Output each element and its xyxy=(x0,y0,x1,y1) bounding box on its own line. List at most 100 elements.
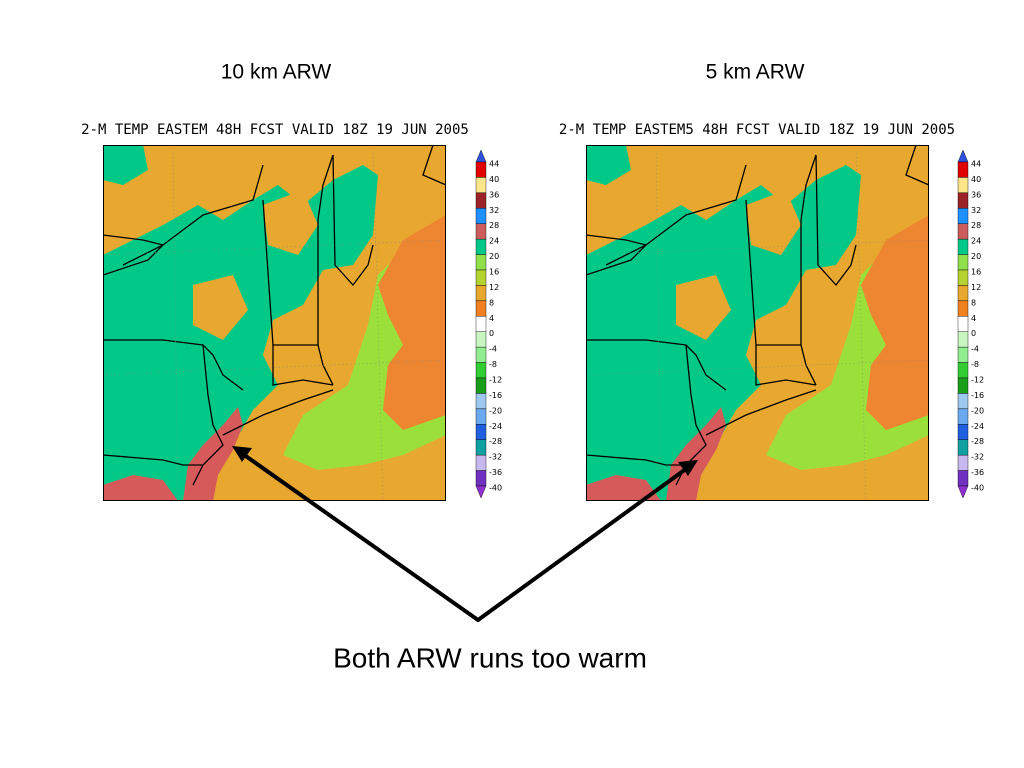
panel-title: 10 km ARW xyxy=(221,61,332,84)
colorbar-label: 20 xyxy=(971,252,981,261)
colorbar-label: -4 xyxy=(971,345,979,354)
colorbar-label: 16 xyxy=(971,268,981,277)
colorbar-box xyxy=(475,454,487,471)
colorbar-box xyxy=(475,208,487,224)
colorbar-label: 36 xyxy=(971,190,981,199)
colorbar-box xyxy=(957,208,969,224)
colorbar-label: 16 xyxy=(489,268,499,277)
map-right xyxy=(586,145,929,501)
colorbar-label: 0 xyxy=(489,329,494,338)
arrow-head xyxy=(232,446,252,462)
colorbar-box xyxy=(475,254,487,271)
colorbar-label: 32 xyxy=(971,206,981,215)
colorbar-label: 12 xyxy=(489,283,499,292)
colorbar-box xyxy=(475,269,487,286)
colorbar-label: 8 xyxy=(489,298,494,307)
colorbar-label: 28 xyxy=(971,221,981,230)
colorbars: 444036322824201612840-4-8-12-16-20-24-28… xyxy=(475,149,984,499)
colorbar-box xyxy=(957,362,969,379)
colorbar-triangle xyxy=(957,149,969,163)
colorbar-box xyxy=(475,316,487,332)
colorbar-label: -8 xyxy=(489,360,497,369)
colorbar-box xyxy=(957,269,969,286)
colorbar-box xyxy=(475,439,487,456)
map-left xyxy=(103,145,446,501)
colorbar-box xyxy=(475,362,487,379)
colorbar-label: -36 xyxy=(971,468,984,477)
colorbar-box xyxy=(957,238,969,255)
colorbar-label: 4 xyxy=(489,314,494,323)
colorbar-label: 4 xyxy=(971,314,976,323)
colorbar-box xyxy=(475,300,487,317)
colorbar-label: -28 xyxy=(971,437,984,446)
colorbar-box xyxy=(957,161,969,178)
colorbar-box xyxy=(475,285,487,302)
colorbar-label: 0 xyxy=(971,329,976,338)
colorbar-label: 28 xyxy=(489,221,499,230)
arrow-head xyxy=(678,460,698,476)
colorbar-label: 32 xyxy=(489,206,499,215)
map-header: 2-M TEMP EASTEM5 48H FCST VALID 18Z 19 J… xyxy=(559,122,955,138)
colorbar-box xyxy=(957,439,969,456)
caption: Both ARW runs too warm xyxy=(333,642,647,673)
colorbar-box xyxy=(957,254,969,271)
colorbar-label: 40 xyxy=(971,175,981,184)
colorbar-label: 24 xyxy=(971,237,981,246)
colorbar-label: -40 xyxy=(971,484,984,493)
colorbar-label: 20 xyxy=(489,252,499,261)
arrows xyxy=(238,450,692,622)
colorbar-triangle xyxy=(957,485,969,499)
colorbar-box xyxy=(475,377,487,394)
colorbar-label: -32 xyxy=(489,453,502,462)
colorbar-label: 8 xyxy=(971,298,976,307)
colorbar-box xyxy=(957,285,969,302)
colorbar-box xyxy=(957,192,969,209)
colorbar-label: -20 xyxy=(971,406,984,415)
colorbar-triangle xyxy=(475,149,487,163)
colorbar-box xyxy=(475,346,487,363)
colorbar-box xyxy=(957,300,969,317)
colorbar-triangle xyxy=(475,485,487,499)
colorbar-box xyxy=(475,408,487,425)
colorbar-box xyxy=(475,177,487,194)
colorbar-label: 40 xyxy=(489,175,499,184)
colorbar-label: -16 xyxy=(489,391,502,400)
colorbar-box xyxy=(957,331,969,348)
colorbar-label: -12 xyxy=(489,376,502,385)
colorbar-label: -36 xyxy=(489,468,502,477)
colorbar-label: -4 xyxy=(489,345,497,354)
colorbar-label: -8 xyxy=(971,360,979,369)
colorbar-box xyxy=(957,470,969,487)
colorbar-box xyxy=(475,192,487,209)
colorbar-box xyxy=(475,161,487,178)
colorbar-label: -24 xyxy=(489,422,502,431)
colorbar-box xyxy=(957,316,969,332)
colorbar-box xyxy=(957,346,969,363)
colorbar-box xyxy=(957,424,969,440)
colorbar-box xyxy=(475,393,487,410)
colorbar-label: 36 xyxy=(489,190,499,199)
colorbar-box xyxy=(957,393,969,410)
colorbar-label: 44 xyxy=(971,160,981,169)
colorbar-label: 44 xyxy=(489,160,499,169)
colorbar-label: 24 xyxy=(489,237,499,246)
map-header: 2-M TEMP EASTEM 48H FCST VALID 18Z 19 JU… xyxy=(81,122,469,138)
colorbar-label: -24 xyxy=(971,422,984,431)
colorbar-label: -28 xyxy=(489,437,502,446)
colorbar-label: -16 xyxy=(971,391,984,400)
colorbar-box xyxy=(957,377,969,394)
colorbar-label: -32 xyxy=(971,453,984,462)
panel-title: 5 km ARW xyxy=(706,61,805,84)
colorbar-label: -12 xyxy=(971,376,984,385)
colorbar-box xyxy=(957,223,969,240)
colorbar-box xyxy=(475,223,487,240)
colorbar-box xyxy=(475,238,487,255)
colorbar-box xyxy=(475,470,487,487)
colorbar-box xyxy=(957,454,969,471)
colorbar-box xyxy=(475,331,487,348)
colorbar-box xyxy=(957,177,969,194)
colorbar-label: -20 xyxy=(489,406,502,415)
colorbar-label: 12 xyxy=(971,283,981,292)
colorbar-box xyxy=(475,424,487,440)
